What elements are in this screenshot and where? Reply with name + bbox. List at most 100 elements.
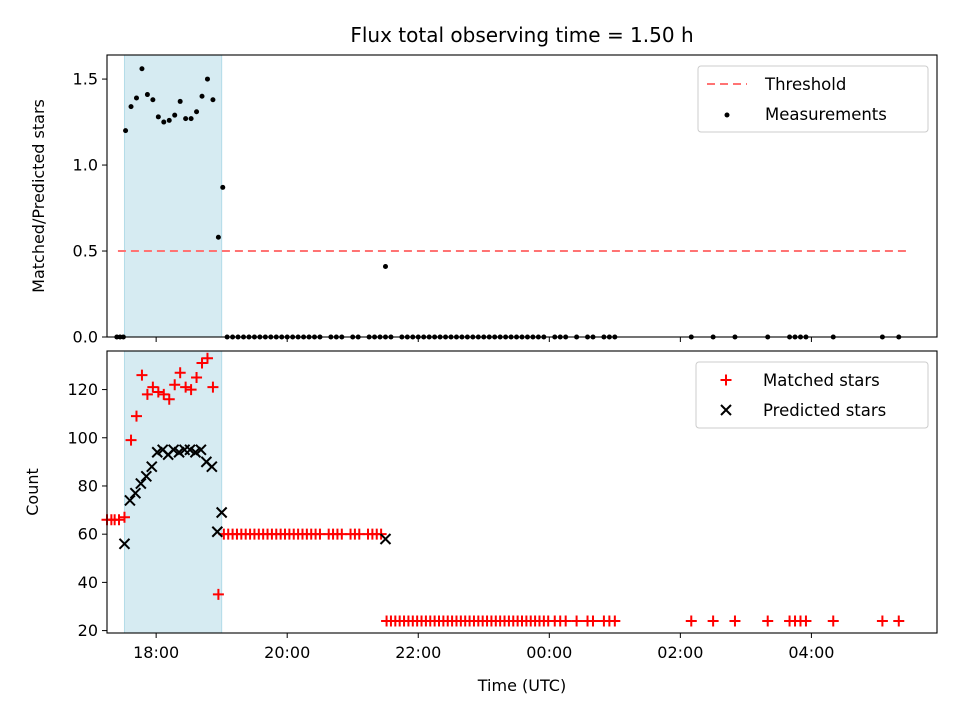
top-highlight-band <box>123 54 223 338</box>
measurement-point <box>161 119 167 125</box>
measurement-point <box>172 112 178 118</box>
measurement-point <box>133 95 139 101</box>
measurement-point <box>128 104 134 110</box>
measurement-point <box>215 234 221 240</box>
measurement-point <box>194 109 200 115</box>
matched-star-point <box>125 434 137 446</box>
matched-star-point <box>893 615 905 627</box>
predicted-star-point <box>135 477 147 490</box>
measurement-point <box>123 128 129 134</box>
matched-star-point <box>201 352 213 364</box>
bottom-legend: Matched stars Predicted stars <box>695 361 929 429</box>
measurement-point <box>183 116 189 122</box>
measurement-point <box>177 98 183 104</box>
top-y-tick-label: 1.5 <box>73 70 98 89</box>
matched-legend-swatch <box>720 374 732 386</box>
matched-star-point <box>141 388 153 400</box>
predicted-star-point <box>124 494 136 507</box>
matched-star-point <box>136 369 148 381</box>
bottom-axes-frame <box>106 350 938 634</box>
matched-star-point <box>158 388 170 400</box>
matched-star-point <box>685 615 697 627</box>
measurement-point <box>220 184 226 190</box>
predicted-star-point <box>215 506 228 519</box>
matched-star-point <box>571 615 583 627</box>
bottom-legend-box <box>695 361 929 429</box>
matched-star-point <box>707 615 719 627</box>
top-x-ticks <box>155 337 812 342</box>
top-y-tick-label: 0.0 <box>73 328 98 347</box>
predicted-star-point <box>211 526 224 538</box>
predicted-legend-label: Predicted stars <box>763 401 886 420</box>
matched-star-point <box>169 379 181 391</box>
measurements-legend-swatch <box>724 112 730 118</box>
measurement-point <box>155 114 161 120</box>
predicted-star-point <box>118 538 131 550</box>
measurement-point <box>382 264 388 269</box>
matched-star-point <box>729 615 741 627</box>
top-axes-frame <box>106 54 938 338</box>
matched-star-point <box>876 615 888 627</box>
predicted-star-point <box>140 470 153 483</box>
matched-star-point <box>207 381 219 393</box>
bottom-y-tick-label: 120 <box>67 380 98 399</box>
predicted-star-point <box>146 460 158 473</box>
matched-star-point <box>118 511 130 523</box>
bottom-x-tick-label: 18:00 <box>133 643 179 662</box>
bottom-x-tick-label: 00:00 <box>526 643 572 662</box>
measurement-point <box>150 97 156 103</box>
matched-star-point <box>152 386 164 398</box>
count-points <box>101 352 905 627</box>
matched-star-point <box>113 514 125 526</box>
matched-star-point <box>800 615 812 627</box>
top-y-tick-label: 1.0 <box>73 156 98 175</box>
bottom-y-tick-label: 80 <box>78 476 98 495</box>
matched-star-point <box>130 410 142 422</box>
matched-star-point <box>196 357 208 369</box>
predicted-star-point <box>129 487 142 499</box>
measurement-point <box>210 97 216 103</box>
bottom-y-tick-label: 60 <box>78 525 98 544</box>
measurement-point <box>139 66 145 72</box>
bottom-x-tick-label: 02:00 <box>657 643 703 662</box>
matched-star-point <box>560 615 572 627</box>
predicted-star-point <box>379 533 392 545</box>
measurement-point <box>199 93 205 99</box>
measurement-point <box>204 76 210 82</box>
matched-star-point <box>212 588 224 600</box>
top-y-ticks: 0.0 0.5 1.0 1.5 <box>73 70 107 347</box>
bottom-highlight-band <box>123 350 223 634</box>
bottom-x-axis-label: Time (UTC) <box>477 676 566 695</box>
measurements-legend-label: Measurements <box>765 105 887 124</box>
top-legend-box <box>697 65 929 133</box>
bottom-y-tick-label: 40 <box>78 573 98 592</box>
top-chart-title: Flux total observing time = 1.50 h <box>350 23 693 47</box>
bottom-panel: 20 40 60 80 100 120 18:00 20:00 22:00 00:00 02:00… <box>23 350 938 695</box>
bottom-x-tick-label: 22:00 <box>395 643 441 662</box>
top-y-axis-label: Matched/Predicted stars <box>29 99 48 293</box>
predicted-star-point <box>195 444 207 456</box>
bottom-y-tick-label: 20 <box>78 621 98 640</box>
bottom-x-ticks: 18:00 20:00 22:00 00:00 02:00 04:00 <box>133 633 834 662</box>
measurement-point <box>188 116 194 122</box>
matched-star-point <box>147 381 159 393</box>
matched-star-point <box>609 615 621 627</box>
predicted-legend-swatch <box>720 404 732 416</box>
matched-star-point <box>174 367 186 379</box>
bottom-y-ticks: 20 40 60 80 100 120 <box>67 380 107 640</box>
matched-star-point <box>185 384 197 396</box>
matched-star-point <box>762 615 774 627</box>
bottom-x-tick-label: 20:00 <box>264 643 310 662</box>
bottom-y-tick-label: 100 <box>67 428 98 447</box>
measurement-point <box>144 92 150 98</box>
matched-star-point <box>163 393 175 405</box>
top-panel: 0.0 0.5 1.0 1.5 Flux total observing time =… <box>29 23 938 347</box>
threshold-legend-label: Threshold <box>764 75 846 94</box>
matched-star-point <box>587 615 599 627</box>
top-y-tick-label: 0.5 <box>73 242 98 261</box>
matched-star-point <box>180 381 192 393</box>
matched-star-point <box>191 372 203 384</box>
measurement-point <box>166 117 172 123</box>
bottom-x-tick-label: 04:00 <box>788 643 834 662</box>
